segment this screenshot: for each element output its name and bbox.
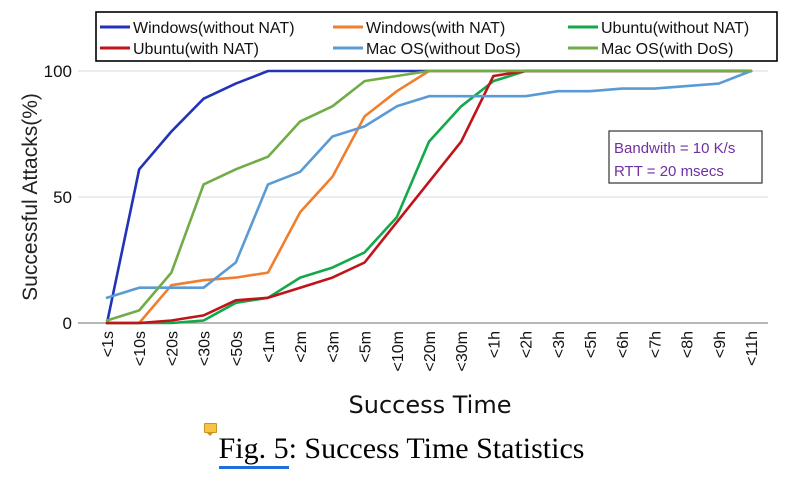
y-axis-label: Successful Attacks(%)	[19, 93, 42, 301]
x-tick-label: <5h	[583, 331, 600, 358]
legend-label: Mac OS(with DoS)	[601, 41, 733, 58]
y-tick-label: 50	[53, 188, 72, 207]
chart-series	[105, 69, 753, 325]
figure-caption: Fig. 5: Success Time Statistics	[0, 432, 803, 469]
x-tick-label: <5m	[358, 331, 375, 363]
x-tick-labels: <1s <10s <20s <30s <50s <1m <2m <3m <5m <10m <20m <…	[100, 331, 761, 371]
legend-label: Ubuntu(without NAT)	[601, 20, 749, 37]
x-tick-label: <6h	[615, 331, 632, 358]
x-tick-label: <20m	[422, 331, 439, 371]
x-tick-label: <1m	[261, 331, 278, 363]
x-tick-label: <8h	[680, 331, 697, 358]
figure-label: Fig. 5	[218, 432, 289, 465]
annotation-text: RTT = 20 msecs	[614, 163, 724, 180]
x-tick-label: <1s	[100, 331, 117, 357]
x-tick-label: <20s	[164, 331, 181, 366]
x-tick-label: <1h	[486, 331, 503, 358]
x-tick-label: <10m	[390, 331, 407, 371]
legend-label: Windows(with NAT)	[366, 20, 505, 37]
x-tick-label: <30m	[454, 331, 471, 371]
annotation-text: Bandwith = 10 K/s	[614, 140, 735, 157]
x-tick-label: <30s	[197, 331, 214, 366]
legend-box	[95, 11, 778, 62]
x-axis-label: Success Time	[349, 391, 512, 419]
x-tick-label: <9h	[712, 331, 729, 358]
x-tick-label: <3h	[551, 331, 568, 358]
legend-label: Ubuntu(with NAT)	[133, 41, 259, 58]
chart-annotation-box: Bandwith = 10 K/s RTT = 20 msecs	[608, 130, 763, 184]
x-tick-label: <50s	[229, 331, 246, 366]
x-tick-label: <7h	[647, 331, 664, 358]
y-tick-label: 0	[63, 314, 72, 333]
legend-label: Mac OS(without DoS)	[366, 41, 521, 58]
chart-legend: Windows(without NAT) Windows(with NAT) Ubu…	[95, 11, 778, 62]
series-line-5	[105, 69, 753, 322]
x-tick-label: <3m	[325, 331, 342, 363]
legend-label: Windows(without NAT)	[133, 20, 295, 37]
x-tick-label: <10s	[132, 331, 149, 366]
annotation-box	[608, 130, 763, 184]
figure-label-underline	[218, 466, 289, 469]
x-tick-label: <2m	[293, 331, 310, 363]
y-tick-labels: 0 50 100	[44, 62, 72, 333]
y-tick-label: 100	[44, 62, 72, 81]
caption-text: : Success Time Statistics	[288, 432, 585, 465]
series-line-4	[105, 69, 753, 300]
x-tick-label: <11h	[744, 331, 761, 366]
figure-label-link[interactable]: Fig. 5	[218, 432, 289, 469]
line-chart: Windows(without NAT) Windows(with NAT) Ubu…	[19, 11, 778, 419]
comment-marker-icon[interactable]	[204, 423, 217, 436]
x-tick-label: <2h	[519, 331, 536, 358]
